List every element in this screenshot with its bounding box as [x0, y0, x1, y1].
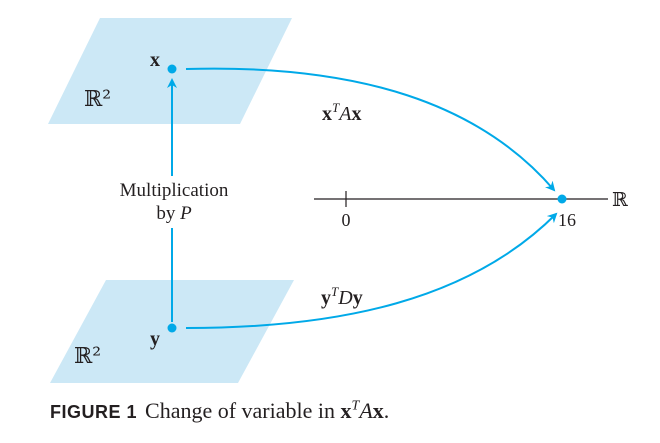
point-x	[167, 64, 177, 74]
tick-zero-label: 0	[342, 210, 351, 230]
vertical-arrow-label-prefix: by	[156, 203, 180, 224]
vertical-arrow-label-line1: Multiplication	[120, 180, 229, 201]
figure-caption-label: FIGURE 1	[50, 402, 138, 422]
vertical-label-background	[104, 176, 244, 228]
point-y-label: y	[150, 328, 160, 350]
plane-bottom-label: ℝ²	[74, 344, 101, 369]
arrow-bottom-label-sup: T	[331, 284, 339, 299]
plane-top-label: ℝ²	[84, 87, 111, 112]
caption-math-sup: T	[351, 398, 360, 414]
vertical-arrow-label-var: P	[179, 203, 192, 224]
caption-math-bold1: x	[340, 398, 352, 423]
point-16	[557, 194, 567, 204]
point-x-label: x	[150, 49, 160, 71]
arrow-top-label-italic: A	[337, 103, 352, 125]
arrow-top-label-bold1: x	[322, 103, 332, 125]
quadratic-form-arrow-bottom	[185, 212, 558, 329]
arrow-top-label-sup: T	[332, 100, 340, 115]
arrow-bottom-label-bold1: y	[321, 287, 331, 309]
tick-16-label: 16	[558, 210, 576, 230]
figure-caption-text: Change of variable in xTAx.	[145, 398, 389, 423]
arrow-top-label: xTAx	[322, 100, 361, 125]
caption-math-bold2: x	[372, 398, 384, 423]
vertical-arrow-label-line2: by P	[156, 203, 192, 224]
arrow-bottom-label-italic: D	[337, 287, 353, 309]
caption-text-suffix: .	[383, 398, 390, 423]
arrow-bottom-label-bold2: y	[353, 287, 363, 309]
arrow-bottom-label: yTDy	[321, 284, 363, 309]
caption-math-italic: A	[359, 398, 373, 423]
caption-text-prefix: Change of variable in	[145, 398, 341, 423]
arrow-top-label-bold2: x	[351, 103, 361, 125]
figure-caption: FIGURE 1 Change of variable in xTAx.	[50, 398, 389, 424]
point-y	[167, 323, 177, 333]
axis-real-label: ℝ	[612, 189, 628, 211]
quadratic-form-arrow-top	[185, 67, 556, 192]
